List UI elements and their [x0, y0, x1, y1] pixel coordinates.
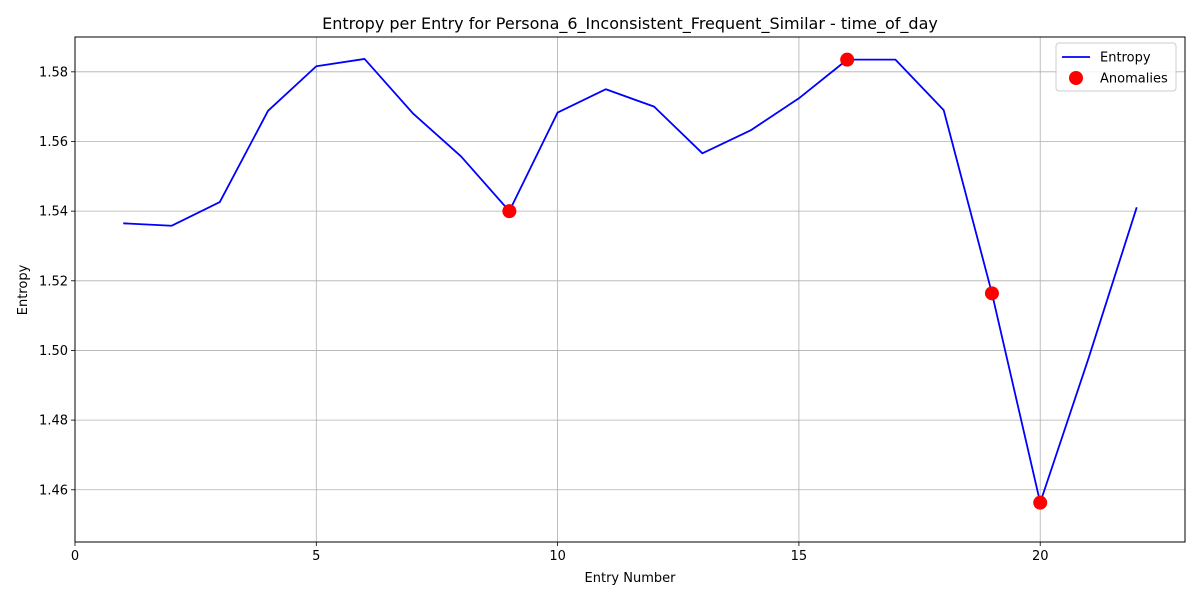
- x-tick-label: 5: [312, 549, 320, 564]
- plot-frame: [74, 36, 1186, 543]
- y-axis-title: Entropy: [16, 264, 31, 315]
- y-tick-label: 1.54: [39, 205, 68, 220]
- y-tick-label: 1.58: [39, 65, 68, 80]
- entropy-line: [123, 58, 1138, 504]
- y-tick-label: 1.46: [39, 483, 68, 498]
- legend-marker-swatch: [1069, 71, 1083, 85]
- y-tick-label: 1.56: [39, 135, 68, 150]
- x-tick-label: 10: [549, 549, 566, 564]
- anomaly-point: [984, 286, 999, 301]
- y-tick-label: 1.48: [39, 414, 68, 429]
- chart-title: Entropy per Entry for Persona_6_Inconsis…: [322, 14, 938, 34]
- y-tick-label: 1.50: [39, 344, 68, 359]
- x-axis-title: Entry Number: [585, 571, 677, 586]
- x-tick-label: 15: [791, 549, 808, 564]
- legend-label: Entropy: [1100, 51, 1151, 66]
- x-tick-label: 0: [71, 549, 79, 564]
- anomaly-point: [1033, 495, 1048, 510]
- legend-label: Anomalies: [1100, 72, 1168, 87]
- grid-lines: [74, 37, 1185, 542]
- anomaly-point: [840, 52, 855, 67]
- legend-box: [1055, 42, 1177, 92]
- anomaly-point: [502, 204, 517, 219]
- axis-ticks: 0 5 10 15 20 1.46 1.48 1.50 1.52 1.54 1.56 1.58: [39, 65, 1048, 564]
- x-tick-label: 20: [1032, 549, 1049, 564]
- plot-series: [123, 52, 1138, 510]
- y-tick-label: 1.52: [39, 274, 68, 289]
- legend: Entropy Anomalies: [1055, 42, 1177, 92]
